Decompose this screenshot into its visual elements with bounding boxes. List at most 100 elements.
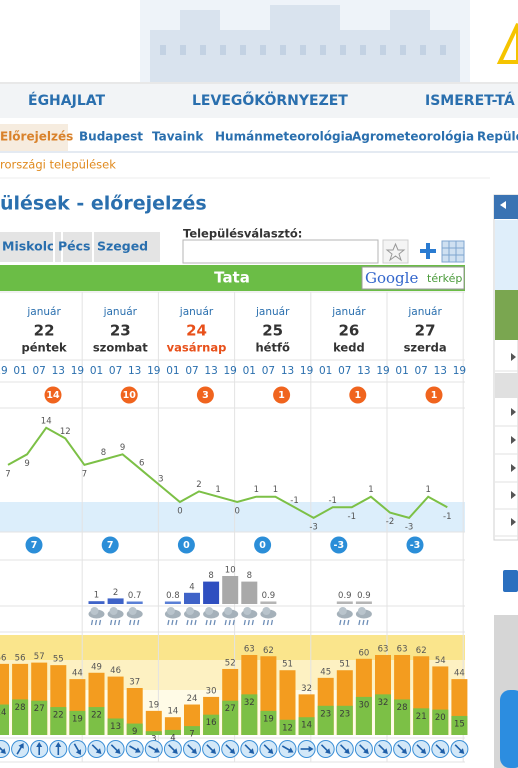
cloud <box>186 607 194 615</box>
map-button[interactable] <box>361 266 465 290</box>
hour-label: 19 <box>376 365 389 377</box>
sidebar-band <box>495 373 518 398</box>
subnav-item[interactable]: Repülé <box>477 130 518 144</box>
drop <box>171 619 174 626</box>
day-month: január <box>407 306 442 318</box>
tab[interactable]: Miskolc <box>2 239 54 254</box>
green-label: 28 <box>397 703 408 713</box>
cloud <box>224 607 233 615</box>
building <box>150 5 460 82</box>
map-label[interactable]: térkép <box>427 272 462 285</box>
green-bar <box>203 714 220 735</box>
orange-bar <box>126 688 143 735</box>
day-number: 27 <box>415 322 436 340</box>
hour-label: 07 <box>415 365 428 377</box>
drop <box>343 619 346 626</box>
nav-item[interactable]: ÉGHAJLAT <box>28 92 105 109</box>
wind-arrow <box>202 740 221 758</box>
green-bar <box>260 710 277 735</box>
drop <box>270 619 274 626</box>
temperature-label: 8 <box>101 448 106 458</box>
green-label: 13 <box>110 722 121 732</box>
precip-label: 4 <box>189 582 194 592</box>
favorite-button[interactable] <box>382 239 409 264</box>
temperature-label: 3 <box>158 475 163 485</box>
breadcrumb[interactable]: rországi települések <box>0 158 116 172</box>
wind-head <box>0 748 6 754</box>
hour-label: 01 <box>395 365 408 377</box>
green-bar <box>432 709 449 735</box>
hour-label: 13 <box>204 365 217 377</box>
add-button[interactable] <box>420 243 436 259</box>
max-temp-badge <box>44 386 62 404</box>
drop <box>129 619 132 626</box>
green-label: 32 <box>378 698 389 708</box>
green-label: 20 <box>435 713 446 723</box>
green-bar <box>317 705 334 735</box>
subnav-item[interactable]: Agrometeorológia <box>352 130 474 144</box>
sidebar-button[interactable] <box>503 570 518 592</box>
orange-label: 45 <box>320 667 331 677</box>
green-bar <box>413 708 430 735</box>
wind-arrow <box>49 740 68 758</box>
drop <box>228 619 231 626</box>
weather-icon <box>260 607 277 626</box>
green-bar <box>164 729 181 735</box>
wind-arrow <box>125 740 144 758</box>
wind-head <box>267 748 274 754</box>
temperature-label: 1 <box>273 485 278 495</box>
subnav-item[interactable]: Humánmeteorológia <box>215 130 353 144</box>
orange-label: 49 <box>91 662 102 672</box>
wind-head <box>248 748 255 754</box>
orange-bar <box>279 670 296 735</box>
hour-label: 13 <box>128 365 141 377</box>
wind-arrow <box>393 740 412 758</box>
wind-head <box>382 748 388 754</box>
hour-label: 01 <box>166 365 179 377</box>
hour-label: 07 <box>109 365 122 377</box>
nav-item[interactable]: LEVEGŐKÖRNYEZET <box>192 91 348 109</box>
tab[interactable]: Szeged <box>97 239 148 254</box>
day-number: 24 <box>186 322 207 340</box>
subnav-item[interactable]: Tavaink <box>152 130 204 144</box>
wind-head <box>420 748 427 754</box>
max-temp-label: 14 <box>46 390 60 401</box>
green-label: 27 <box>225 704 236 714</box>
nav-item[interactable]: ISMERET-TÁ <box>425 92 515 109</box>
orange-label: 63 <box>397 644 408 654</box>
orange-label: 63 <box>244 644 255 654</box>
table-button[interactable] <box>441 240 465 263</box>
max-temp-badge <box>349 386 367 404</box>
orange-label: 63 <box>378 644 389 654</box>
max-temp-label: 10 <box>123 390 137 401</box>
cloud <box>109 607 118 615</box>
drop <box>175 619 178 626</box>
green-label: 3 <box>151 735 156 745</box>
green-label: 30 <box>358 700 369 710</box>
drop <box>339 619 342 626</box>
wind-arrow <box>431 740 450 758</box>
max-temp-badge <box>425 386 443 404</box>
min-temp-label: 7 <box>31 540 38 551</box>
map-google[interactable]: Google <box>365 269 418 287</box>
orange-label: 37 <box>129 678 140 688</box>
max-temp-label: 1 <box>278 390 285 401</box>
subnav-item[interactable]: Budapest <box>79 130 143 144</box>
wind-arrow <box>316 740 335 758</box>
green-bar <box>298 717 315 735</box>
wind-head <box>95 748 102 754</box>
tab[interactable]: Pécs <box>58 239 91 254</box>
temperature-line <box>7 426 448 520</box>
temperature-label: -1 <box>348 512 356 522</box>
green-label: 22 <box>91 711 102 721</box>
temperature-label: 1 <box>368 485 373 495</box>
precip-label: 10 <box>225 566 236 576</box>
hour-label: 07 <box>185 365 198 377</box>
selector-input[interactable] <box>182 239 379 264</box>
green-bar <box>222 700 239 735</box>
subnav-item[interactable]: Előrejelzés <box>0 130 73 144</box>
weather-icon <box>222 607 239 626</box>
hour-label: 01 <box>243 365 256 377</box>
